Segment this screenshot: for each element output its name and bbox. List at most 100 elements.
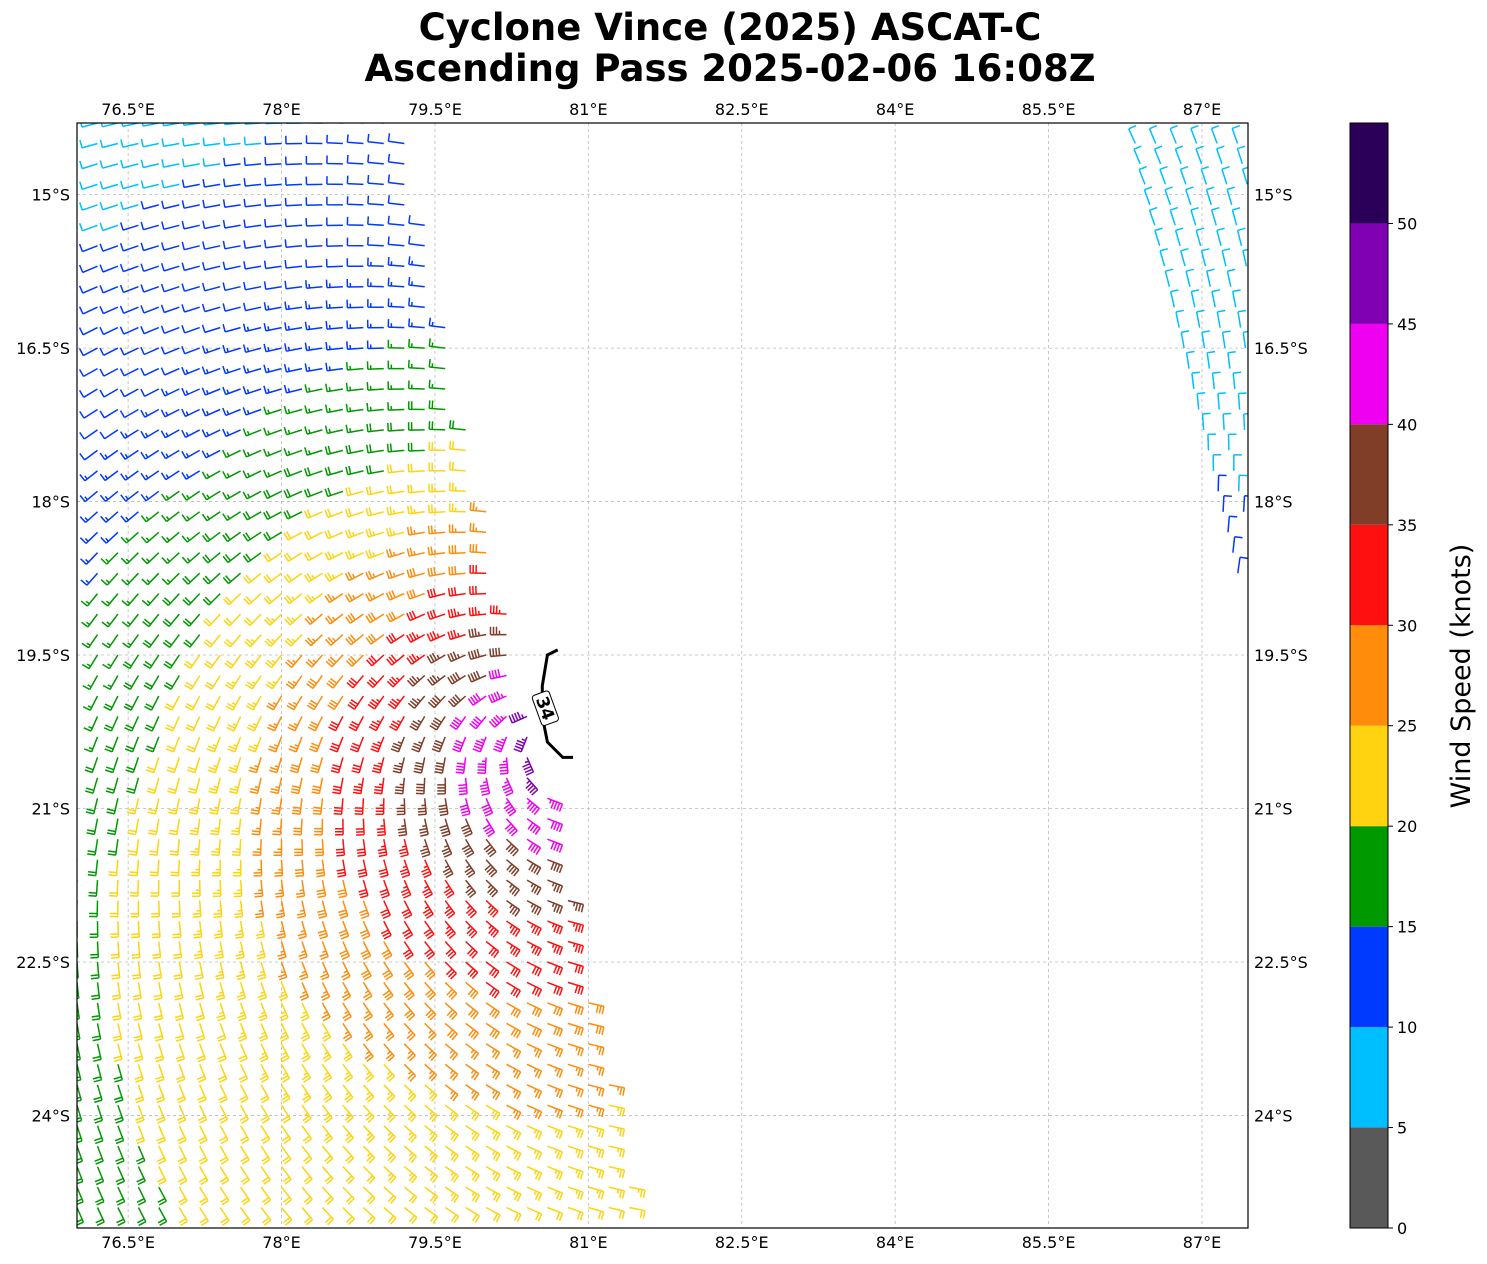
wind-barb	[181, 304, 200, 313]
wind-barb	[345, 612, 364, 624]
wind-barb	[547, 981, 564, 996]
wind-barb	[201, 345, 221, 355]
wind-barb	[219, 1186, 230, 1206]
wind-barb	[222, 407, 241, 417]
lon-tick-label: 81°E	[569, 100, 607, 119]
colorbar-segment	[1350, 1027, 1388, 1128]
wind-barb	[1241, 166, 1248, 185]
wind-barb	[567, 1063, 584, 1078]
wind-barb	[263, 510, 282, 521]
wind-barb	[431, 736, 446, 753]
wind-barb	[181, 220, 200, 230]
wind-barb	[77, 1023, 81, 1041]
wind-barb	[442, 859, 454, 879]
wind-barb	[163, 675, 180, 690]
wind-barb	[140, 511, 160, 523]
wind-barb	[386, 654, 405, 666]
contour-label-box	[531, 690, 559, 727]
colorbar-tick-label: 45	[1397, 315, 1417, 334]
wind-barb	[263, 281, 282, 291]
wind-barb	[77, 941, 79, 959]
wind-barb	[362, 1186, 376, 1205]
wind-barb	[244, 654, 262, 669]
wind-barb	[219, 1145, 229, 1165]
wind-barb	[461, 838, 475, 858]
wind-barb	[375, 798, 385, 816]
wind-barb	[406, 526, 425, 536]
wind-barb	[493, 736, 508, 753]
wind-barb	[182, 613, 201, 627]
wind-barb	[126, 777, 140, 794]
wind-barb	[85, 798, 99, 815]
wind-barb	[547, 1043, 564, 1058]
wind-barb	[588, 1124, 605, 1138]
wind-barb	[160, 408, 180, 418]
wind-barb	[222, 365, 241, 375]
wind-barb	[629, 1186, 646, 1199]
wind-barb	[427, 695, 446, 709]
wind-barb	[1242, 330, 1248, 349]
wind-barb	[403, 1022, 416, 1042]
wind-barb	[406, 567, 425, 579]
wind-barb	[165, 716, 180, 732]
wind-barb	[134, 1084, 145, 1104]
wind-barb	[239, 1084, 249, 1104]
wind-barb	[199, 1186, 209, 1206]
wind-barb	[324, 404, 344, 414]
wind-barb	[1185, 350, 1195, 369]
wind-barb	[191, 859, 201, 877]
wind-barb	[100, 572, 119, 586]
wind-barb	[505, 838, 519, 857]
wind-barb	[164, 695, 180, 711]
wind-barb	[482, 818, 496, 838]
wind-barb	[506, 1043, 522, 1059]
wind-barb	[283, 531, 303, 541]
lat-tick-label: 21°S	[31, 800, 70, 819]
wind-barb	[77, 1043, 82, 1061]
wind-barb	[1212, 454, 1222, 471]
wind-barb	[264, 634, 283, 647]
wind-barb	[95, 1207, 105, 1227]
wind-barb	[77, 266, 78, 268]
wind-barb	[321, 1043, 332, 1063]
wind-barb	[119, 408, 139, 419]
wind-barb	[111, 982, 122, 1001]
wind-barb	[327, 123, 343, 124]
wind-barb	[201, 282, 221, 292]
wind-barb	[362, 1166, 376, 1185]
wind-barb	[303, 530, 323, 541]
colorbar-tick-label: 40	[1397, 415, 1417, 434]
wind-barb	[429, 715, 446, 731]
wind-barb	[526, 818, 541, 835]
wind-barb	[239, 1166, 251, 1186]
wind-barb	[424, 941, 436, 960]
wind-barb	[196, 1064, 207, 1083]
wind-barb	[402, 920, 414, 940]
wind-barb	[547, 1145, 564, 1160]
wind-barb	[485, 1186, 501, 1203]
wind-barb	[242, 302, 262, 312]
wind-barb	[428, 317, 446, 329]
wind-barb	[141, 593, 160, 607]
wind-barb	[472, 736, 487, 753]
lon-tick-label: 78°E	[262, 1233, 300, 1252]
wind-barb	[1242, 248, 1248, 267]
wind-barb	[178, 1186, 188, 1206]
wind-barb	[92, 1064, 103, 1083]
wind-barb	[377, 123, 384, 124]
wind-barb	[110, 921, 120, 939]
wind-barb	[383, 1227, 385, 1228]
wind-barb	[444, 1165, 459, 1183]
wind-barb	[283, 447, 303, 457]
wind-barb	[342, 1206, 355, 1226]
wind-barb	[365, 465, 384, 475]
wind-barb	[304, 342, 323, 352]
wind-barb	[77, 429, 78, 431]
wind-barb	[181, 511, 201, 522]
wind-barb	[220, 1227, 222, 1228]
wind-barb	[326, 217, 343, 227]
wind-barb	[77, 839, 78, 844]
wind-barb	[78, 264, 98, 274]
wind-barb	[447, 587, 466, 597]
